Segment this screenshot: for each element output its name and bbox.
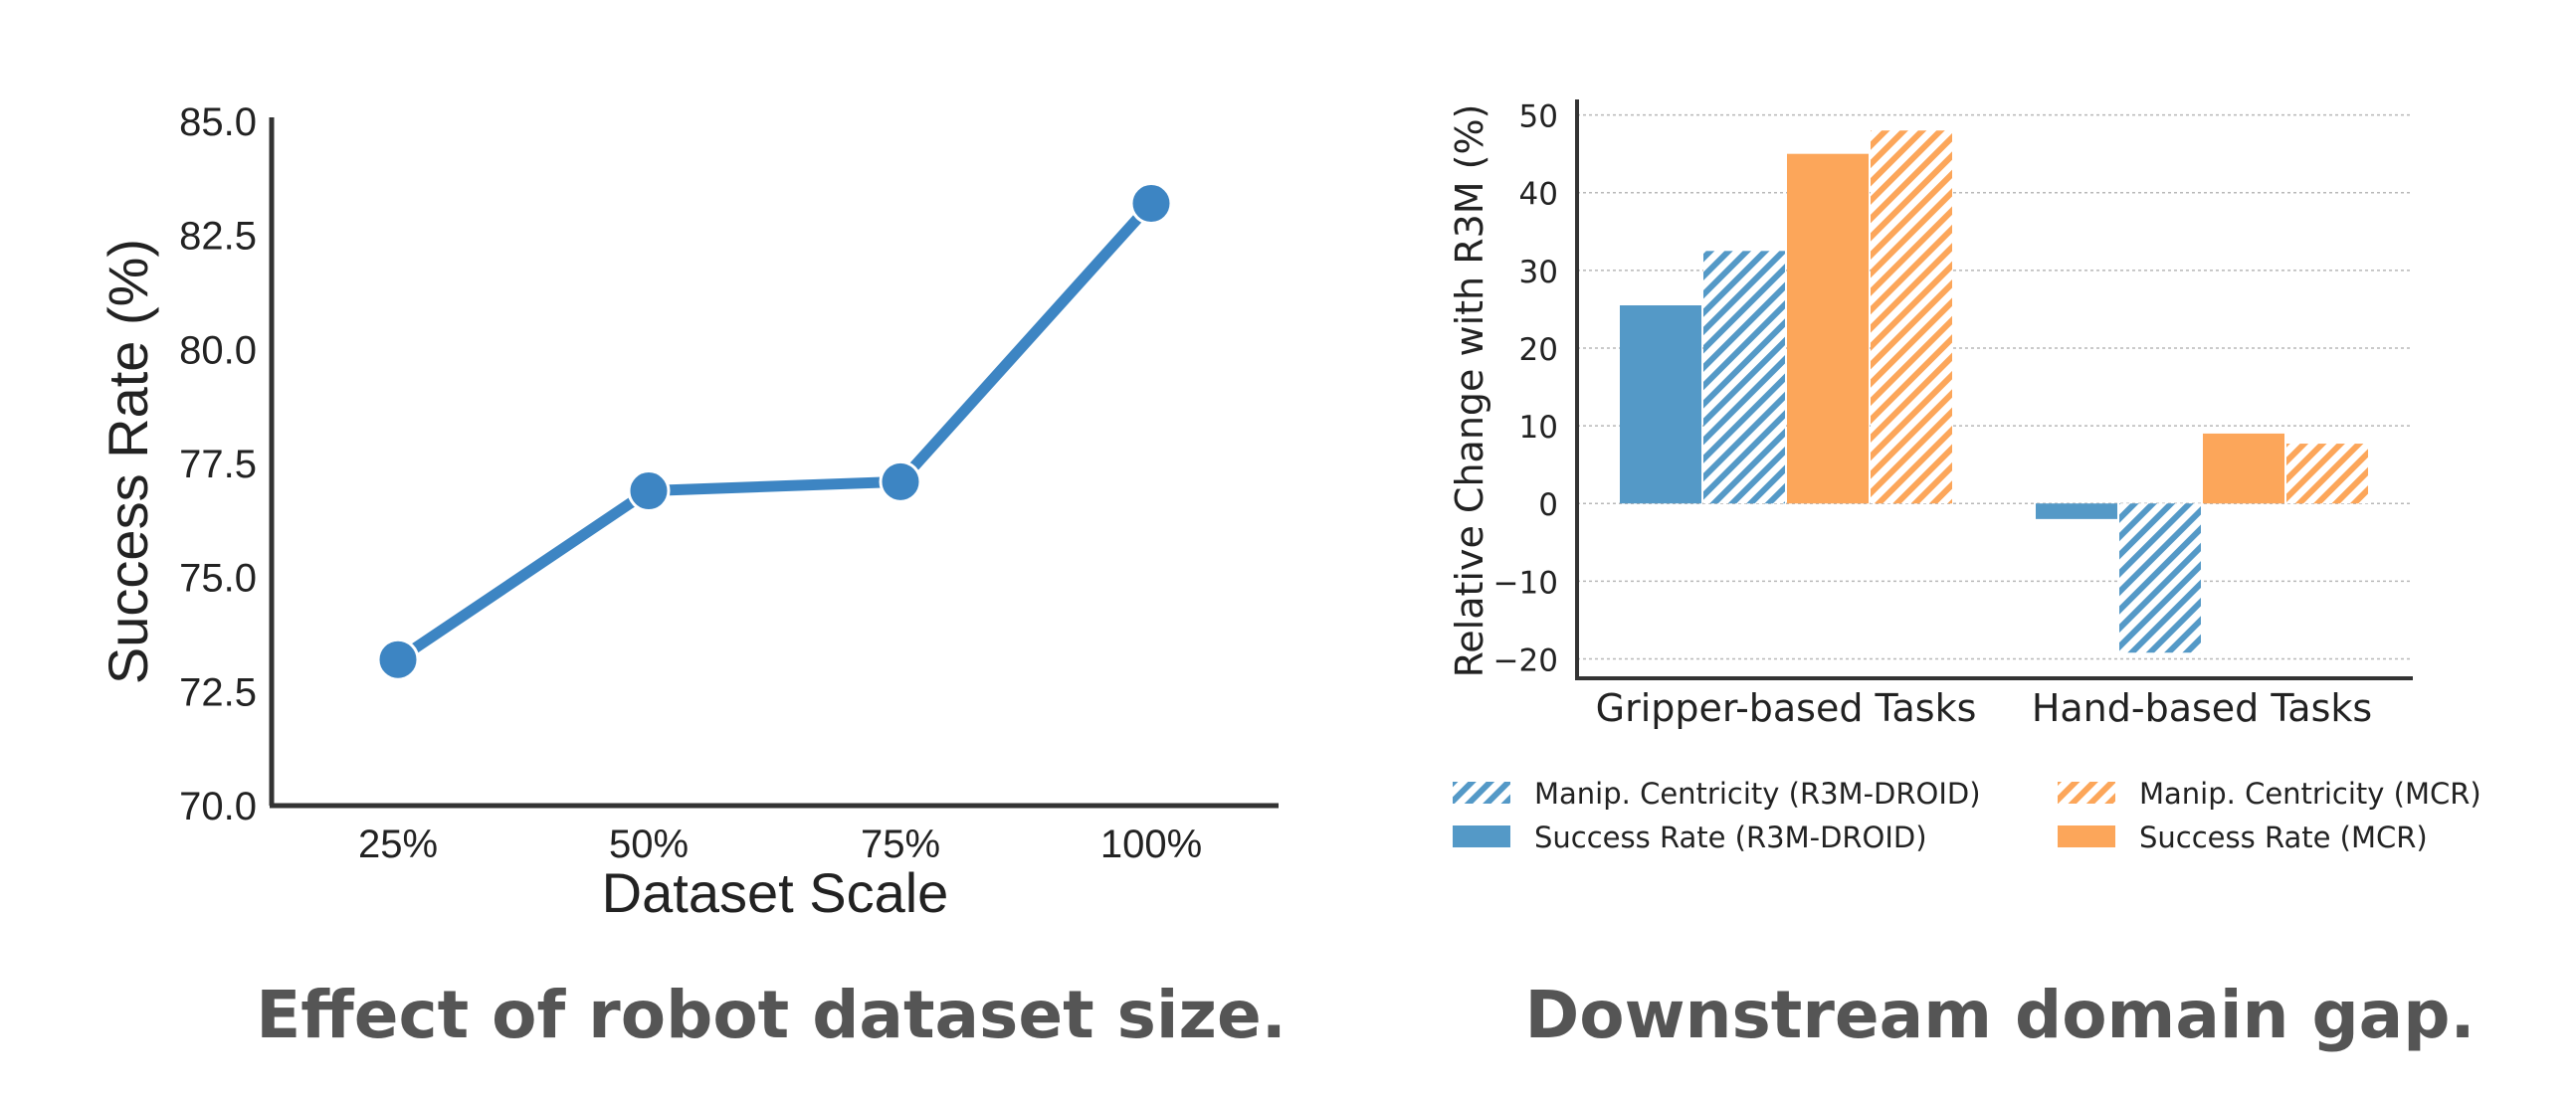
legend-label: Manip. Centricity (R3M-DROID) — [1534, 777, 1981, 811]
success-rate-point — [879, 459, 922, 503]
bar — [1787, 153, 1869, 504]
legend-label: Manip. Centricity (MCR) — [2139, 777, 2481, 811]
bar — [1871, 130, 1952, 504]
bar — [1703, 251, 1785, 504]
left-y-tick-label: 82.5 — [179, 215, 257, 259]
left-y-tick-label: 80.0 — [179, 328, 257, 372]
legend-swatch — [2058, 782, 2115, 804]
success-rate-point — [627, 469, 671, 513]
bar — [2119, 503, 2201, 653]
right-y-tick-label: 50 — [1519, 99, 1558, 135]
dataset-size-line-chart: 70.0 72.5 75.0 77.5 80.0 82.5 85.0 25% 50% 75% 10… — [97, 100, 1279, 924]
success-rate-point — [376, 638, 420, 681]
right-x-tick-label: Hand-based Tasks — [2032, 686, 2372, 730]
legend-label: Success Rate (MCR) — [2139, 821, 2428, 854]
left-x-tick-label: 50% — [609, 823, 689, 866]
left-x-axis-label: Dataset Scale — [602, 861, 949, 924]
success-rate-line — [392, 198, 1157, 665]
bar — [2203, 433, 2284, 504]
right-y-tick-label: 40 — [1519, 177, 1558, 213]
right-caption: Downstream domain gap. — [1524, 977, 2475, 1053]
bar — [2036, 503, 2117, 519]
legend-swatch — [2058, 825, 2115, 847]
right-y-tick-label: 0 — [1538, 487, 1558, 523]
right-y-axis-label: Relative Change with R3M (%) — [1448, 104, 1491, 678]
legend-label: Success Rate (R3M-DROID) — [1534, 821, 1927, 854]
left-x-tick-label: 75% — [861, 823, 940, 866]
right-y-tick-label: 10 — [1519, 410, 1558, 446]
legend-swatch — [1453, 782, 1510, 804]
bar — [1620, 305, 1701, 504]
left-y-tick-label: 72.5 — [179, 670, 257, 714]
right-x-tick-label: Gripper-based Tasks — [1596, 686, 1977, 730]
legend: Manip. Centricity (R3M-DROID) Manip. Cent… — [1453, 777, 2481, 854]
right-y-tick-label: −10 — [1493, 565, 1558, 601]
right-y-tick-label: 20 — [1519, 332, 1558, 368]
left-y-tick-label: 70.0 — [179, 785, 257, 828]
left-y-axis-label: Success Rate (%) — [97, 239, 159, 684]
legend-swatch — [1453, 825, 1510, 847]
domain-gap-bar-chart: −20 −10 0 10 20 30 40 50 Gripper-based Tasks Han… — [1448, 99, 2481, 854]
left-x-tick-label: 100% — [1100, 823, 1202, 866]
left-y-tick-label: 75.0 — [179, 557, 257, 601]
right-y-tick-label: −20 — [1493, 642, 1558, 678]
left-y-tick-label: 85.0 — [179, 100, 257, 144]
right-y-tick-label: 30 — [1519, 255, 1558, 290]
success-rate-point — [1129, 182, 1173, 226]
left-y-tick-label: 77.5 — [179, 443, 257, 486]
left-caption: Effect of robot dataset size. — [256, 977, 1287, 1053]
left-x-tick-label: 25% — [358, 823, 438, 866]
bar — [2286, 444, 2368, 504]
